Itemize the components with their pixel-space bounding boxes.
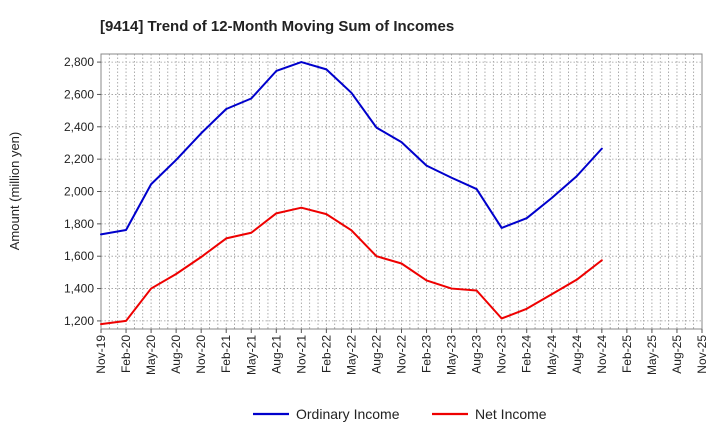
- legend-ordinary-income-label: Ordinary Income: [296, 406, 400, 422]
- x-tick-label: Nov-24: [595, 335, 609, 374]
- y-axis-ticks: 1,200 1,400 1,600 1,800 2,000 2,200 2,400 2,600…: [64, 55, 101, 328]
- x-tick-label: Feb-22: [319, 335, 333, 373]
- x-tick-label: Aug-23: [470, 335, 484, 374]
- x-tick-label: Aug-21: [269, 335, 283, 374]
- y-tick-label: 1,400: [64, 282, 94, 296]
- x-tick-label: Nov-25: [695, 335, 709, 374]
- legend-net-income-label: Net Income: [475, 406, 547, 422]
- chart-title: [9414] Trend of 12-Month Moving Sum of I…: [100, 18, 454, 35]
- y-tick-label: 1,600: [64, 249, 94, 263]
- x-tick-label: Feb-25: [620, 335, 634, 373]
- x-tick-label: Aug-25: [670, 335, 684, 374]
- x-tick-label: Feb-24: [520, 335, 534, 373]
- x-tick-label: Feb-23: [420, 335, 434, 373]
- x-tick-label: Aug-22: [369, 335, 383, 374]
- grid-layer: [100, 54, 703, 329]
- y-tick-label: 2,200: [64, 152, 94, 166]
- x-tick-label: May-24: [545, 335, 559, 375]
- y-tick-label: 2,400: [64, 120, 94, 134]
- x-tick-label: Aug-24: [570, 335, 584, 374]
- net-income-line: [100, 206, 603, 326]
- x-tick-label: Nov-19: [94, 335, 108, 374]
- x-tick-label: Feb-21: [219, 335, 233, 373]
- legend: Ordinary Income Net Income: [253, 406, 547, 422]
- x-tick-label: Feb-20: [119, 335, 133, 373]
- x-tick-label: Nov-23: [495, 335, 509, 374]
- y-axis-label: Amount (million yen): [7, 132, 22, 251]
- y-tick-label: 1,200: [64, 314, 94, 328]
- x-tick-label: Aug-20: [169, 335, 183, 374]
- x-tick-label: May-25: [645, 335, 659, 375]
- y-tick-label: 2,600: [64, 87, 94, 101]
- y-tick-label: 2,800: [64, 55, 94, 69]
- x-tick-label: May-22: [344, 335, 358, 375]
- x-tick-label: May-23: [445, 335, 459, 375]
- x-tick-label: Nov-21: [294, 335, 308, 374]
- x-tick-label: Nov-22: [395, 335, 409, 374]
- x-tick-label: May-21: [244, 335, 258, 375]
- y-tick-label: 2,000: [64, 185, 94, 199]
- ordinary-income-line: [100, 61, 603, 236]
- y-tick-label: 1,800: [64, 217, 94, 231]
- x-tick-label: May-20: [144, 335, 158, 375]
- x-axis-ticks: Nov-19 Feb-20 May-20 Aug-20 Nov-20 Feb-21 May-…: [94, 329, 709, 375]
- series-layer: [100, 61, 603, 326]
- x-tick-label: Nov-20: [194, 335, 208, 374]
